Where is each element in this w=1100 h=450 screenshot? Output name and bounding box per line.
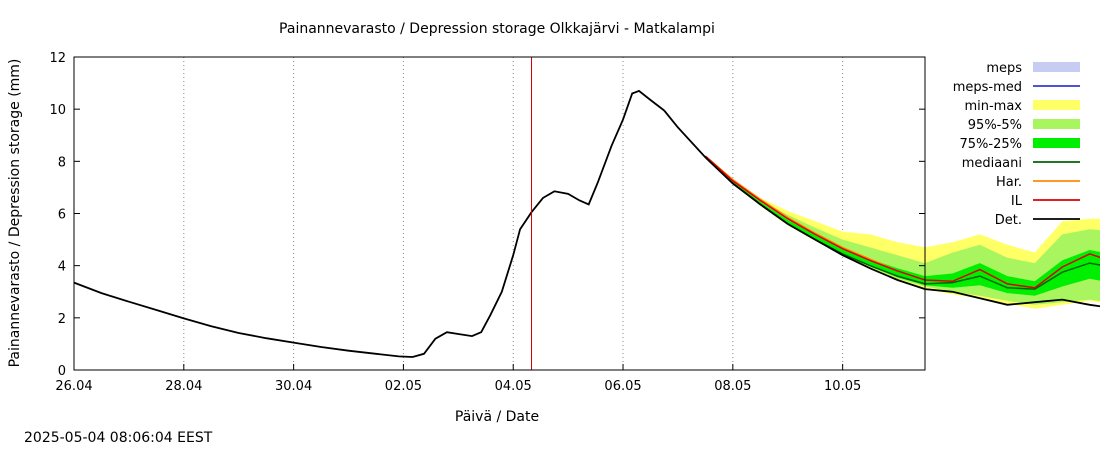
- legend-label-il: IL: [1011, 194, 1023, 209]
- y-tick-label: 12: [49, 51, 66, 66]
- har-line: [704, 155, 898, 272]
- legend-label-95-5: 95%-5%: [968, 118, 1022, 133]
- plot-area: 0 2 4 6 8 10 12 26.04 28.04 30.04 02.05 04.05 06.05 0…: [49, 51, 1100, 394]
- observed-line: [73, 89, 665, 358]
- legend-label-det: Det.: [995, 213, 1022, 228]
- det-line: [663, 109, 1100, 308]
- legend-label-mediaani: mediaani: [962, 156, 1022, 171]
- x-tick-label: 04.05: [495, 379, 532, 394]
- legend-label-75-25: 75%-25%: [960, 137, 1022, 152]
- y-tick-label: 10: [49, 103, 66, 118]
- y-tick-label: 2: [58, 312, 66, 327]
- legend-swatch-meps: [1033, 62, 1080, 72]
- x-tick-label: 02.05: [385, 379, 422, 394]
- x-tick-label: 28.04: [165, 379, 202, 394]
- x-tick-label: 26.04: [55, 379, 92, 394]
- legend-swatch-75-25: [1033, 138, 1080, 148]
- p75-25-band: [705, 156, 1100, 296]
- x-axis-label: Päivä / Date: [455, 409, 539, 425]
- x-tick-label: 08.05: [714, 379, 751, 394]
- timestamp: 2025-05-04 08:06:04 EEST: [24, 430, 213, 446]
- y-tick-label: 0: [58, 364, 66, 379]
- y-tick-label: 8: [58, 155, 66, 170]
- y-axis-label: Painannevarasto / Depression storage (mm…: [7, 59, 23, 368]
- x-tick-label: 06.05: [604, 379, 641, 394]
- il-line: [704, 155, 1100, 289]
- legend-label-meps: meps: [986, 61, 1022, 76]
- legend-swatch-95-5: [1033, 119, 1080, 129]
- x-tick-label: 10.05: [824, 379, 861, 394]
- legend-label-meps-med: meps-med: [953, 80, 1022, 95]
- chart-title: Painannevarasto / Depression storage Olk…: [279, 21, 715, 37]
- legend: meps meps-med min-max 95%-5% 75%-25% mediaani…: [953, 61, 1080, 228]
- legend-swatch-min-max: [1033, 100, 1080, 110]
- y-tick-label: 4: [58, 260, 66, 275]
- y-tick-label: 6: [58, 208, 66, 223]
- legend-label-min-max: min-max: [964, 99, 1022, 114]
- legend-label-har: Har.: [996, 175, 1022, 190]
- x-tick-label: 30.04: [275, 379, 312, 394]
- p95-5-band: [705, 156, 1100, 305]
